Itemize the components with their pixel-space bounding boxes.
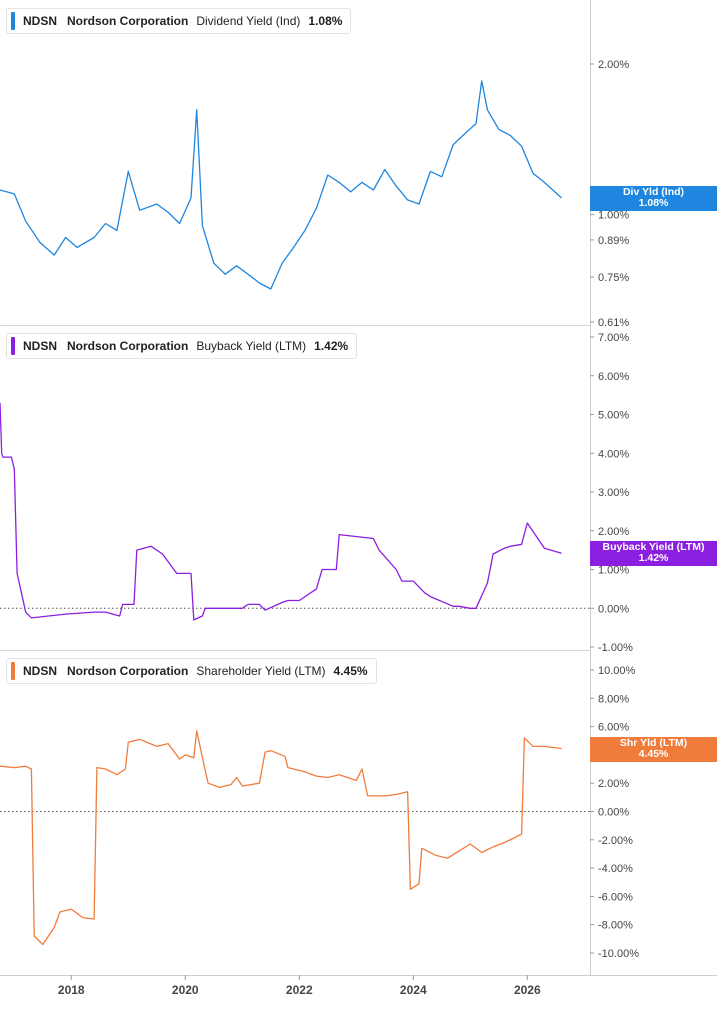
y-tick-label: 6.00%	[598, 371, 629, 383]
x-tick-label: 2022	[286, 983, 313, 997]
y-tick-label: -8.00%	[598, 920, 633, 932]
legend-value: 1.08%	[308, 14, 343, 28]
legend-shareholder-yield[interactable]: NDSN Nordson Corporation Shareholder Yie…	[6, 658, 377, 684]
y-tick-label: -1.00%	[598, 642, 633, 654]
y-tick-label: 2.00%	[598, 59, 629, 71]
badge-label: Shr Yld (LTM)	[619, 736, 688, 749]
legend-symbol: NDSN	[23, 339, 58, 353]
y-tick-label: 8.00%	[598, 693, 629, 705]
x-tick-label: 2018	[58, 983, 85, 997]
y-tick-label: -4.00%	[598, 863, 633, 875]
legend-company: Nordson Corporation	[67, 14, 189, 28]
badge-label: Div Yld (Ind)	[622, 185, 685, 198]
y-tick-label: 0.89%	[598, 235, 629, 247]
legend-metric: Shareholder Yield (LTM)	[196, 664, 326, 678]
legend-metric: Buyback Yield (LTM)	[196, 339, 307, 353]
last-value-badge-dividend: Div Yld (Ind) 1.08%	[590, 185, 717, 211]
y-tick-label: -2.00%	[598, 835, 633, 847]
legend-color-swatch	[11, 337, 15, 355]
y-tick-label: 7.00%	[598, 332, 629, 344]
y-tick-label: 2.00%	[598, 778, 629, 790]
legend-symbol: NDSN	[23, 14, 58, 28]
y-tick-label: 4.00%	[598, 448, 629, 460]
legend-value: 1.42%	[314, 339, 349, 353]
legend-value: 4.45%	[333, 664, 368, 678]
y-tick-label: 0.75%	[598, 272, 629, 284]
series-line-shareholder	[0, 730, 562, 946]
y-tick-label: 6.00%	[598, 722, 629, 734]
x-tick-label: 2020	[172, 983, 199, 997]
y-tick-label: 1.00%	[598, 565, 629, 577]
legend-color-swatch	[11, 12, 15, 30]
legend-company: Nordson Corporation	[67, 664, 189, 678]
legend-symbol: NDSN	[23, 664, 58, 678]
legend-metric: Dividend Yield (Ind)	[196, 14, 301, 28]
y-tick-label: -10.00%	[598, 948, 639, 960]
badge-label: Buyback Yield (LTM)	[602, 541, 705, 554]
legend-company: Nordson Corporation	[67, 339, 189, 353]
x-tick-label: 2026	[514, 983, 541, 997]
last-value-badge-shareholder: Shr Yld (LTM) 4.45%	[590, 736, 717, 762]
legend-dividend-yield[interactable]: NDSN Nordson Corporation Dividend Yield …	[6, 8, 352, 34]
x-tick-label: 2024	[400, 983, 427, 997]
y-tick-label: 10.00%	[598, 665, 636, 677]
y-tick-label: 0.61%	[598, 317, 629, 329]
series-line-buyback	[0, 402, 562, 621]
series-line-dividend	[0, 80, 562, 290]
y-tick-label: 0.00%	[598, 807, 629, 819]
y-tick-label: 5.00%	[598, 410, 629, 422]
badge-value: 4.45%	[638, 747, 669, 760]
last-value-badge-buyback: Buyback Yield (LTM) 1.42%	[590, 541, 717, 567]
badge-value: 1.42%	[638, 552, 669, 565]
y-tick-label: 3.00%	[598, 487, 629, 499]
legend-color-swatch	[11, 662, 15, 680]
y-tick-label: -6.00%	[598, 891, 633, 903]
y-tick-label: 0.00%	[598, 603, 629, 615]
y-tick-label: 1.00%	[598, 210, 629, 222]
badge-value: 1.08%	[638, 196, 669, 209]
y-tick-label: 2.00%	[598, 526, 629, 538]
legend-buyback-yield[interactable]: NDSN Nordson Corporation Buyback Yield (…	[6, 333, 358, 359]
